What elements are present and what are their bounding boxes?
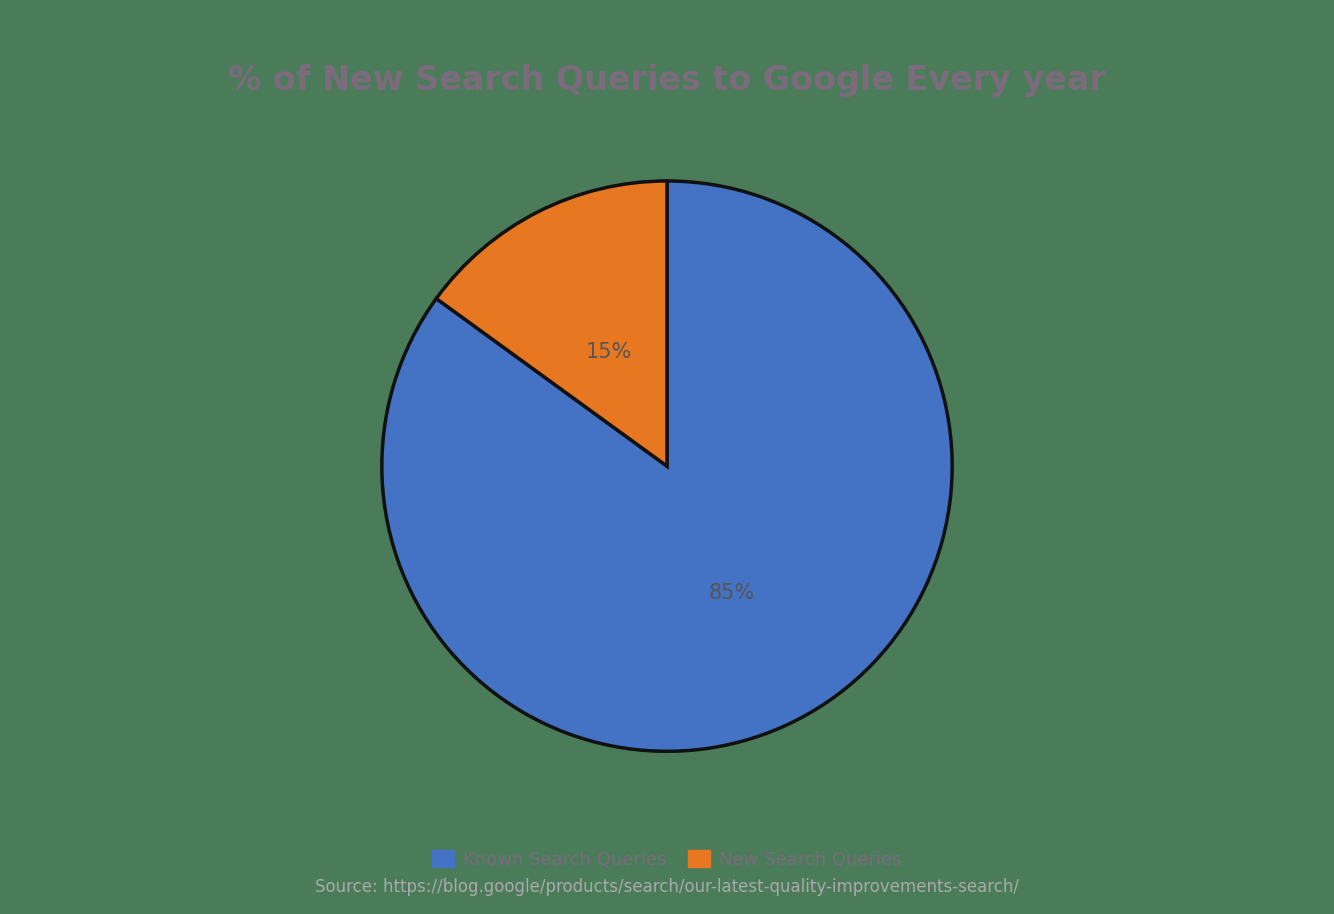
Legend: Known Search Queries, New Search Queries: Known Search Queries, New Search Queries [423,842,911,877]
Text: % of New Search Queries to Google Every year: % of New Search Queries to Google Every … [228,64,1106,97]
Text: 85%: 85% [708,583,755,603]
Wedge shape [382,181,952,751]
Text: 15%: 15% [586,342,632,362]
Wedge shape [436,181,667,466]
Text: Source: https://blog.google/products/search/our-latest-quality-improvements-sear: Source: https://blog.google/products/sea… [315,877,1019,896]
